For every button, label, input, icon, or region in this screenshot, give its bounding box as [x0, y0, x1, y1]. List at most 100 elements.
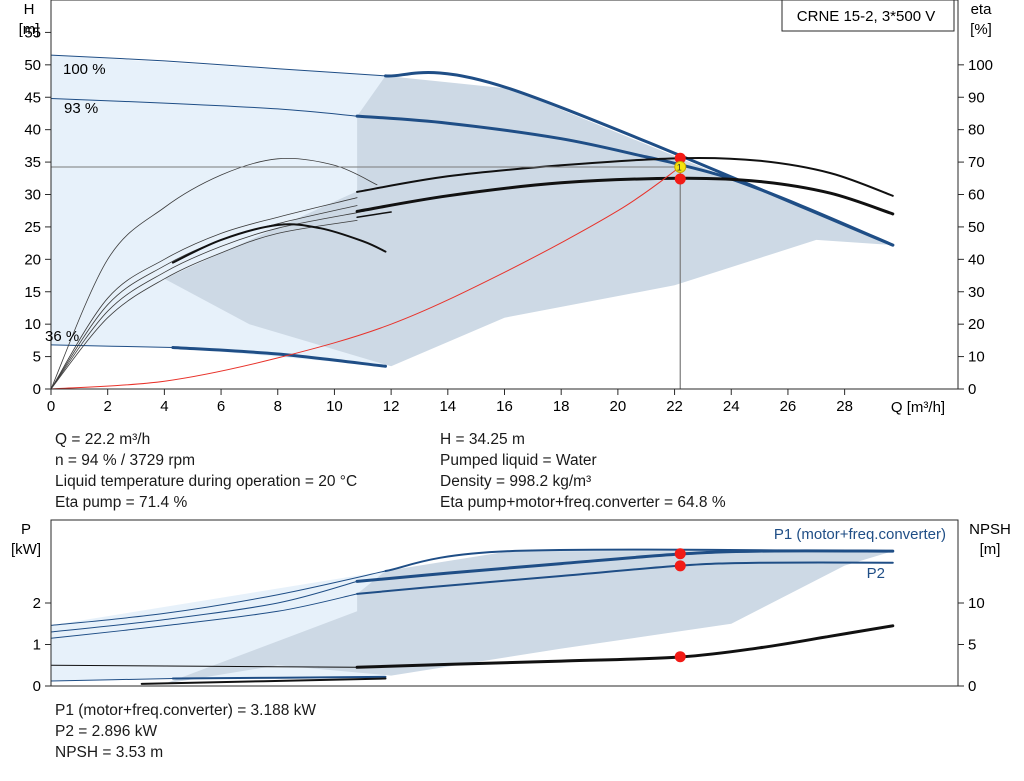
y-tick-label-right: 0 — [968, 381, 976, 398]
x-tick-label: 0 — [47, 398, 55, 415]
y-axis-label-eta-line2: [%] — [970, 21, 992, 38]
y-tick-label-left: 50 — [24, 57, 41, 74]
y-tick-label-left: 40 — [24, 122, 41, 139]
power-point-marker — [674, 548, 686, 560]
pump-title: CRNE 15-2, 3*500 V — [797, 8, 935, 25]
pump-title-box — [781, 0, 955, 32]
duty-point-marker — [674, 160, 687, 173]
power-chart-series-line — [384, 548, 894, 572]
power-chart-series-line — [50, 678, 174, 682]
x-tick-label: 18 — [553, 398, 570, 415]
power-chart-series-line — [50, 664, 358, 668]
head-chart-markers: 1 — [674, 152, 687, 185]
power-chart-series-line — [50, 580, 358, 633]
x-tick-label: 6 — [217, 398, 225, 415]
info-pumped-liquid: Pumped liquid = Water — [440, 452, 597, 469]
y-axis-label-h-line1: H — [24, 1, 35, 18]
info-npsh: NPSH = 3.53 m — [55, 744, 164, 761]
y-tick-label-right: 40 — [968, 251, 985, 268]
x-tick-label: 24 — [723, 398, 740, 415]
head-chart-x-ticks: 0 2 4 6 8 10 12 14 16 18 20 22 24 26 28 — [47, 389, 853, 415]
y-tick-label-left: 55 — [24, 24, 41, 41]
y-tick-label-left: 30 — [24, 187, 41, 204]
y-tick-label-right: 10 — [968, 349, 985, 366]
head-chart-series-line — [50, 158, 378, 390]
y-tick-label-left: 15 — [24, 284, 41, 301]
head-chart-series-line — [50, 205, 358, 390]
x-tick-label: 4 — [160, 398, 168, 415]
x-tick-label: 20 — [610, 398, 627, 415]
y-tick-label-left: 2 — [33, 595, 41, 612]
info-density: Density = 998.2 kg/m³ — [440, 473, 592, 490]
operating-point-marker — [674, 152, 686, 164]
head-chart-series-line — [50, 197, 358, 390]
head-chart-series-line — [50, 220, 358, 390]
power-chart-series-line — [140, 677, 387, 685]
power-chart-regions — [51, 551, 893, 684]
x-tick-label: 10 — [326, 398, 343, 415]
y-tick-label-right: 100 — [968, 57, 993, 74]
curve-label-93: 93 % — [64, 100, 98, 117]
y-axis-label-h-line2: [m] — [19, 21, 40, 38]
x-tick-label: 28 — [836, 398, 853, 415]
power-chart-series-line — [50, 570, 386, 626]
y-tick-label-left: 0 — [33, 678, 41, 695]
y-tick-label-right: 90 — [968, 89, 985, 106]
head-chart-series-line — [355, 176, 895, 216]
info-liquid-temp: Liquid temperature during operation = 20… — [55, 473, 358, 490]
head-chart-series-line — [356, 211, 392, 218]
y-tick-label-right: 20 — [968, 316, 985, 333]
power-chart-series-line — [355, 624, 895, 669]
info-h: H = 34.25 m — [440, 431, 525, 448]
duty-point-label: 1 — [677, 162, 682, 172]
y-tick-label-right: 10 — [968, 595, 985, 612]
y-tick-label-left: 45 — [24, 89, 41, 106]
x-axis-label-q: Q [m³/h] — [891, 399, 945, 416]
operating-info-left: Q = 22.2 m³/h n = 94 % / 3729 rpm Liquid… — [55, 429, 357, 513]
y-axis-label-npsh-line1: NPSH — [969, 521, 1011, 538]
info-speed: n = 94 % / 3729 rpm — [55, 452, 196, 469]
x-tick-label: 16 — [496, 398, 513, 415]
power-chart-curves — [50, 548, 895, 685]
y-tick-label-right: 60 — [968, 187, 985, 204]
head-chart-series-line — [50, 212, 358, 390]
head-chart-series-line — [171, 346, 387, 368]
x-tick-label: 8 — [274, 398, 282, 415]
curve-label-36: 36 % — [45, 328, 79, 345]
y-tick-label-right: 80 — [968, 122, 985, 139]
y-tick-label-left: 35 — [24, 154, 41, 171]
y-tick-label-left: 25 — [24, 219, 41, 236]
power-chart-y-ticks-right: 0 5 10 — [958, 595, 985, 695]
y-tick-label-right: 50 — [968, 219, 985, 236]
x-tick-label: 22 — [666, 398, 683, 415]
legend-p1: P1 (motor+freq.converter) — [774, 526, 946, 543]
curve-label-100: 100 % — [63, 61, 106, 78]
power-info: P1 (motor+freq.converter) = 3.188 kW P2 … — [55, 700, 316, 763]
head-chart-region-dark — [164, 75, 893, 367]
power-point-marker — [674, 651, 686, 663]
info-p2: P2 = 2.896 kW — [55, 723, 158, 740]
y-tick-label-right: 0 — [968, 678, 976, 695]
head-chart-series-line — [50, 98, 358, 117]
y-tick-label-right: 5 — [968, 637, 976, 654]
info-p1: P1 (motor+freq.converter) = 3.188 kW — [55, 702, 317, 719]
head-chart-curves — [50, 54, 895, 390]
x-tick-label: 2 — [104, 398, 112, 415]
x-tick-label: 14 — [439, 398, 456, 415]
head-chart-series-line — [171, 223, 387, 264]
legend-p2: P2 — [867, 565, 885, 582]
head-chart-regions — [51, 55, 893, 367]
y-tick-label-left: 1 — [33, 637, 41, 654]
y-tick-label-left: 5 — [33, 349, 41, 366]
y-axis-label-npsh-line2: [m] — [980, 541, 1001, 558]
y-tick-label-right: 70 — [968, 154, 985, 171]
head-chart-y-ticks-right: 0 10 20 30 40 50 60 70 80 90 100 — [958, 57, 993, 398]
head-chart-series-line — [50, 344, 174, 348]
y-axis-label-p-line2: [kW] — [11, 541, 41, 558]
operating-info-right: H = 34.25 m Pumped liquid = Water Densit… — [440, 429, 726, 513]
y-tick-label-right: 30 — [968, 284, 985, 301]
power-point-marker — [674, 560, 686, 572]
y-tick-label-left: 20 — [24, 251, 41, 268]
y-tick-label-left: 0 — [33, 381, 41, 398]
power-chart-series-line — [356, 561, 894, 595]
